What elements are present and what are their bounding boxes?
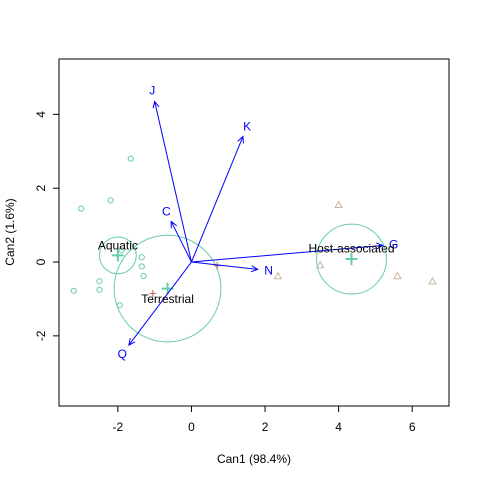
data-point <box>273 271 283 280</box>
y-tick-label: -2 <box>34 330 48 341</box>
vector-arrowhead <box>170 220 178 229</box>
vector-label: Q <box>118 347 127 361</box>
vector-arrowhead <box>376 242 384 250</box>
vector-arrow <box>190 136 244 263</box>
data-point <box>96 278 103 285</box>
group-label: Terrestrial <box>141 292 194 306</box>
group-label: Aquatic <box>98 238 138 252</box>
x-tick-label: 6 <box>409 420 416 434</box>
y-tick-label: 4 <box>34 111 48 118</box>
vector-arrow <box>128 261 192 346</box>
vector-label: K <box>243 119 251 133</box>
data-point <box>138 263 145 270</box>
vector-label: N <box>264 264 273 278</box>
data-point <box>107 197 114 204</box>
data-point <box>96 286 103 293</box>
data-point <box>118 247 125 254</box>
vector-arrow <box>191 261 258 270</box>
vector-arrowhead <box>152 100 160 109</box>
vector-arrowhead <box>128 338 136 347</box>
vector-arrow <box>154 101 192 263</box>
vector-arrowhead <box>237 135 244 144</box>
group-ellipse <box>316 223 387 295</box>
y-axis-label: Can2 (1.6%) <box>3 198 17 265</box>
data-point <box>428 276 437 285</box>
vector-arrow <box>191 244 383 263</box>
data-point <box>127 155 134 162</box>
x-tick-label: 2 <box>262 420 269 434</box>
data-point <box>140 272 147 280</box>
data-point <box>138 254 145 261</box>
data-point <box>77 205 85 212</box>
data-point <box>315 260 325 269</box>
data-point <box>70 287 77 294</box>
vector-arrowhead <box>250 265 259 273</box>
x-tick-label: -2 <box>113 420 124 434</box>
data-point <box>116 302 123 309</box>
x-tick-label: 4 <box>335 420 342 434</box>
group-label: Host-associated <box>308 241 394 255</box>
x-tick-label: 0 <box>188 420 195 434</box>
data-point <box>393 271 402 280</box>
group-ellipse <box>98 236 137 275</box>
vector-label: G <box>389 237 398 251</box>
vector-label: J <box>149 84 155 98</box>
y-tick-label: 2 <box>34 185 48 192</box>
group-ellipse <box>113 234 222 343</box>
y-tick-label: 0 <box>34 258 48 265</box>
data-point <box>334 200 343 209</box>
vector-arrow <box>170 221 192 263</box>
x-axis-label: Can1 (98.4%) <box>217 452 291 466</box>
vector-label: C <box>162 205 171 219</box>
